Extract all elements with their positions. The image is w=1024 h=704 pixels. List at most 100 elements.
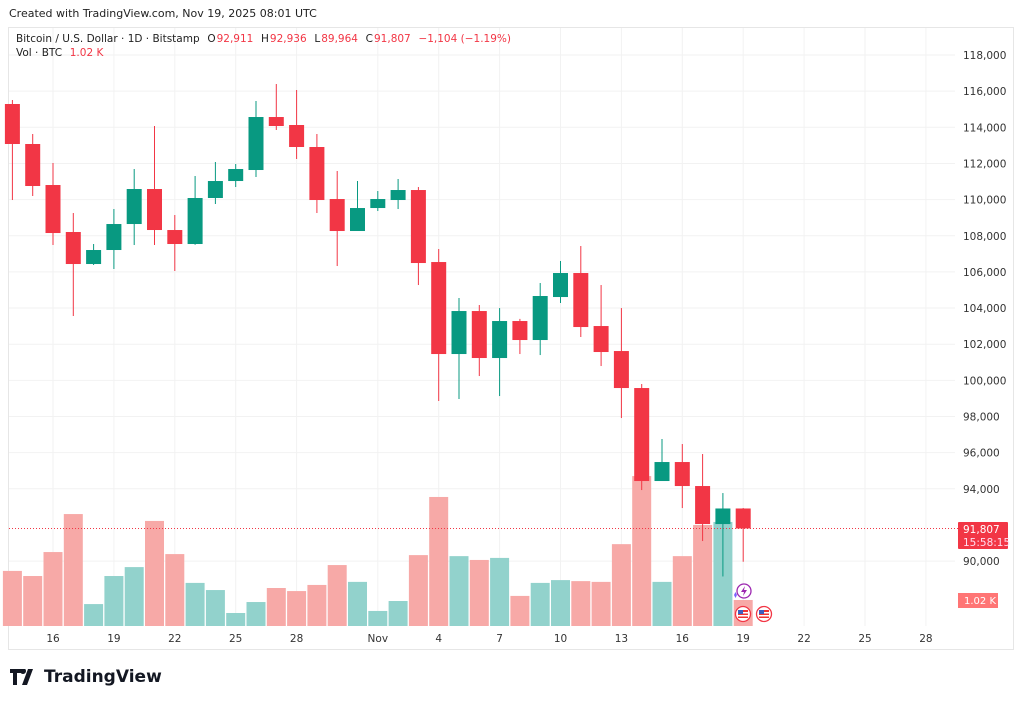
x-tick-label: 4: [435, 633, 442, 645]
price-label-box: 91,807 15:58:15: [958, 522, 1010, 549]
volume-bar: [469, 559, 489, 626]
volume-bar: [185, 582, 205, 626]
volume-bar: [510, 595, 530, 626]
volume-bar: [672, 556, 692, 626]
x-tick-label: 28: [919, 633, 932, 645]
x-tick-label: 22: [797, 633, 810, 645]
low-label: L: [314, 33, 321, 45]
high-value: 92,936: [269, 33, 307, 45]
y-tick-label: 104,000: [963, 303, 1006, 315]
volume-bar: [63, 514, 83, 626]
x-tick-label: 28: [290, 633, 303, 645]
x-tick-label: 16: [46, 633, 60, 645]
volume-bars: [2, 476, 753, 626]
open-value: 92,911: [216, 33, 254, 45]
us-flag-event-icon[interactable]: [755, 605, 773, 623]
y-tick-label: 110,000: [963, 195, 1006, 207]
x-tick-label: 25: [858, 633, 871, 645]
volume-label: 1.02 K: [964, 596, 996, 607]
y-tick-label: 114,000: [963, 122, 1006, 134]
time-axis: 16 19 22 25 28 Nov 4 7 10 13 16 19 22 25 28: [46, 633, 932, 645]
x-tick-label: 19: [107, 633, 120, 645]
x-tick-label: 7: [496, 633, 503, 645]
candle-body: [309, 147, 325, 201]
chart-frame: [8, 27, 1014, 650]
open-label: O: [207, 33, 216, 45]
volume-label-box: 1.02 K: [958, 593, 998, 608]
symbol-title: Bitcoin / U.S. Dollar · 1D · Bitstamp: [16, 33, 200, 45]
volume-bar: [348, 581, 367, 626]
logo-text: TradingView: [44, 667, 162, 687]
volume-bar: [307, 584, 327, 626]
candle-body: [410, 190, 426, 264]
high-label: H: [261, 33, 269, 45]
volume-bar: [652, 581, 672, 626]
volume-bar: [104, 576, 124, 626]
volume-bar: [530, 582, 550, 626]
x-tick-label: 22: [168, 633, 181, 645]
x-tick-label: 16: [676, 633, 690, 645]
volume-bar: [43, 552, 63, 626]
countdown-label: 15:58:15: [963, 537, 1010, 549]
y-tick-label: 116,000: [963, 86, 1006, 98]
candle-body: [147, 189, 162, 231]
candle-body: [207, 181, 223, 199]
volume-bar: [632, 476, 652, 626]
volume-bar: [226, 612, 246, 626]
candle-body: [329, 199, 345, 232]
price-axis: 118,000 116,000 114,000 112,000 110,000 108,0…: [963, 50, 1006, 568]
volume-bar: [124, 567, 144, 626]
x-tick-label: 25: [229, 633, 242, 645]
last-price-label: 91,807: [963, 524, 1000, 536]
candle-body: [248, 117, 264, 171]
candle-body: [268, 117, 284, 126]
x-tick-label: 13: [615, 633, 628, 645]
candle-body: [715, 508, 731, 525]
candle-body: [553, 273, 568, 298]
ohlc-line: Bitcoin / U.S. Dollar · 1D · Bitstamp O9…: [16, 32, 512, 46]
tradingview-logo[interactable]: TradingView: [10, 667, 162, 687]
volume-bar: [145, 520, 164, 626]
y-tick-label: 96,000: [963, 448, 1000, 460]
candle-body: [25, 144, 41, 187]
candles: [4, 84, 751, 577]
volume-bar: [205, 590, 225, 626]
close-label: C: [365, 33, 373, 45]
volume-bar: [449, 556, 469, 626]
us-flag-event-icon[interactable]: [734, 605, 752, 623]
candle-body: [674, 462, 690, 487]
candle-body: [471, 311, 487, 359]
candle-body: [573, 273, 589, 328]
volume-bar: [490, 557, 510, 626]
tradingview-logo-icon: [10, 669, 33, 685]
candle-body: [695, 486, 711, 525]
y-tick-label: 100,000: [963, 375, 1006, 387]
volume-line: Vol · BTC 1.02 K: [16, 46, 512, 60]
y-tick-label: 90,000: [963, 556, 1000, 568]
lightning-event-icon[interactable]: [734, 583, 752, 599]
volume-bar: [591, 581, 611, 626]
candle-body: [65, 232, 81, 265]
y-tick-label: 118,000: [963, 50, 1006, 62]
volume-bar: [2, 570, 22, 626]
volume-bar: [327, 565, 347, 626]
candle-body: [228, 169, 244, 182]
candle-body: [45, 185, 61, 234]
volume-label-bg: [958, 593, 998, 608]
volume-bar: [266, 588, 286, 626]
price-label-bg: [958, 522, 1008, 549]
candle-body: [167, 230, 183, 245]
volume-bar: [551, 580, 570, 626]
volume-bar: [571, 581, 591, 626]
candle-body: [4, 104, 20, 145]
volume-bar: [23, 576, 43, 626]
candle-body: [451, 311, 467, 355]
candle-body: [350, 208, 365, 232]
candle-body: [593, 326, 609, 353]
volume-bar: [408, 555, 428, 626]
volume-bar: [246, 602, 266, 626]
change-value: −1,104 (−1.19%): [418, 33, 511, 45]
volume-bar: [84, 604, 104, 626]
y-tick-label: 112,000: [963, 158, 1006, 170]
